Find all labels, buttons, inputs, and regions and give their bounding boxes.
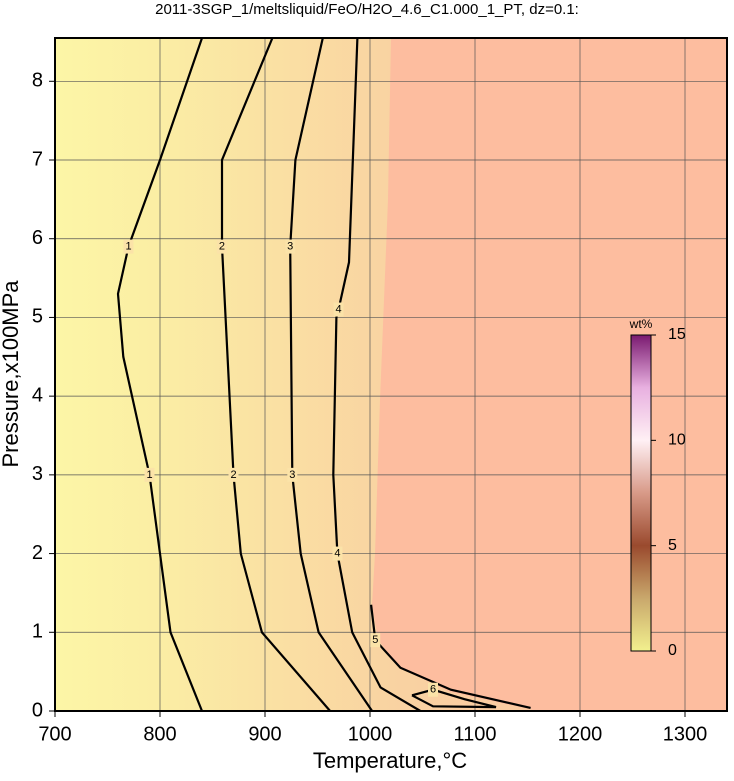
y-tick-label: 3 xyxy=(32,463,43,485)
contour-label: 3 xyxy=(289,469,295,481)
contour-label-bg xyxy=(332,546,343,561)
y-tick-label: 8 xyxy=(32,70,43,92)
plot-frame xyxy=(54,37,728,712)
colorbar-tick-label: 0 xyxy=(668,642,677,659)
contour-label-bg xyxy=(333,302,344,317)
chart-title: 2011-3SGP_1/meltsliquid/FeO/H2O_4.6_C1.0… xyxy=(155,1,579,18)
x-axis-label: Temperature,°C xyxy=(313,748,467,773)
contour-label-bg xyxy=(123,239,134,254)
contour-label-bg xyxy=(287,467,298,482)
contour-label-bg xyxy=(228,467,239,482)
y-tick-label: 6 xyxy=(32,227,43,249)
x-tick-label: 700 xyxy=(38,723,71,745)
contour-line xyxy=(116,38,204,711)
contour-label: 2 xyxy=(219,240,225,252)
y-tick-label: 5 xyxy=(32,306,43,328)
contour-line xyxy=(332,38,421,711)
colorbar-tick-label: 10 xyxy=(668,432,686,449)
contour-label: 1 xyxy=(146,469,152,481)
contour-label: 2 xyxy=(230,469,236,481)
high-region xyxy=(372,38,727,711)
contour-label-bg xyxy=(370,633,381,648)
y-tick-label: 0 xyxy=(32,699,43,721)
x-tick-label: 1000 xyxy=(348,723,393,745)
y-tick-label: 2 xyxy=(32,542,43,564)
contour-label: 4 xyxy=(334,547,340,559)
contour-label-bg xyxy=(428,682,438,697)
contour-label: 3 xyxy=(287,240,293,252)
contour-label-bg xyxy=(144,467,155,482)
colorbar xyxy=(630,334,652,652)
x-tick-label: 1200 xyxy=(558,723,603,745)
colorbar-label: wt% xyxy=(629,317,653,331)
y-axis-label: Pressure,x100MPa xyxy=(0,280,23,468)
y-tick-label: 7 xyxy=(32,148,43,170)
contour-label: 1 xyxy=(125,240,131,252)
x-tick-label: 1100 xyxy=(453,723,496,745)
contour-line xyxy=(370,604,531,709)
y-tick-label: 4 xyxy=(32,384,43,406)
contour-label-bg xyxy=(285,239,296,254)
x-tick-label: 800 xyxy=(143,723,176,745)
x-tick-label: 900 xyxy=(248,723,281,745)
colorbar-tick-label: 15 xyxy=(668,326,686,343)
x-tick-label: 1300 xyxy=(663,723,708,745)
contour-label-bg xyxy=(216,239,227,254)
colorbar-tick-label: 5 xyxy=(668,537,677,554)
contour-label: 6 xyxy=(430,684,436,696)
contour-label: 5 xyxy=(372,634,378,646)
contour-label: 4 xyxy=(335,303,341,315)
y-tick-label: 1 xyxy=(32,621,43,643)
